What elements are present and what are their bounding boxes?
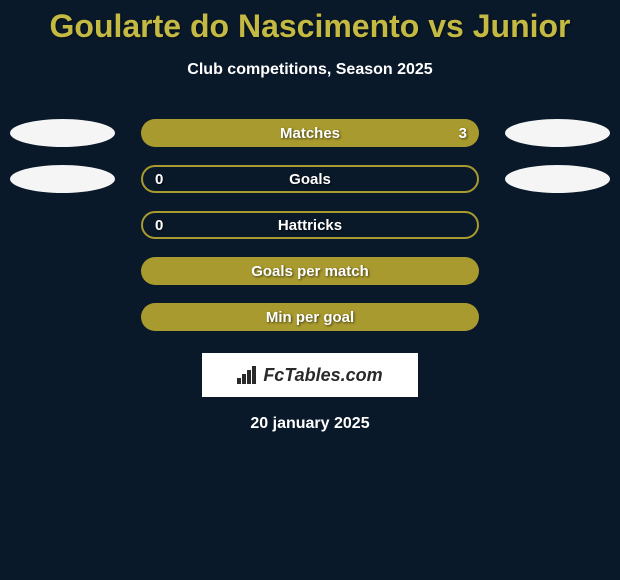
stat-label: Min per goal (266, 309, 354, 326)
stat-value-right: 3 (459, 125, 467, 142)
stat-row-min-per-goal: Min per goal (0, 303, 620, 331)
stat-label: Matches (280, 125, 340, 142)
stat-row-goals-per-match: Goals per match (0, 257, 620, 285)
ellipse-left-icon (10, 119, 115, 147)
stat-row-hattricks: 0 Hattricks (0, 211, 620, 239)
stat-bar: Min per goal (141, 303, 479, 331)
stats-container: Goularte do Nascimento vs Junior Club co… (0, 0, 620, 433)
stat-label: Goals per match (251, 263, 369, 280)
date-label: 20 january 2025 (0, 415, 620, 433)
ellipse-right-icon (505, 165, 610, 193)
ellipse-left-icon (10, 165, 115, 193)
logo-box: FcTables.com (202, 353, 418, 397)
subtitle: Club competitions, Season 2025 (0, 61, 620, 79)
stat-bar: Goals per match (141, 257, 479, 285)
ellipse-right-icon (505, 119, 610, 147)
stat-row-matches: Matches 3 (0, 119, 620, 147)
stat-bar: Matches 3 (141, 119, 479, 147)
stat-row-goals: 0 Goals (0, 165, 620, 193)
bars-icon (237, 366, 259, 384)
logo-label: FcTables.com (263, 365, 382, 386)
page-title: Goularte do Nascimento vs Junior (0, 8, 620, 45)
stat-bar: 0 Goals (141, 165, 479, 193)
stat-value-left: 0 (155, 171, 163, 188)
stat-label: Hattricks (278, 217, 342, 234)
stat-label: Goals (289, 171, 331, 188)
stat-value-left: 0 (155, 217, 163, 234)
stat-bar: 0 Hattricks (141, 211, 479, 239)
logo-text: FcTables.com (237, 365, 382, 386)
